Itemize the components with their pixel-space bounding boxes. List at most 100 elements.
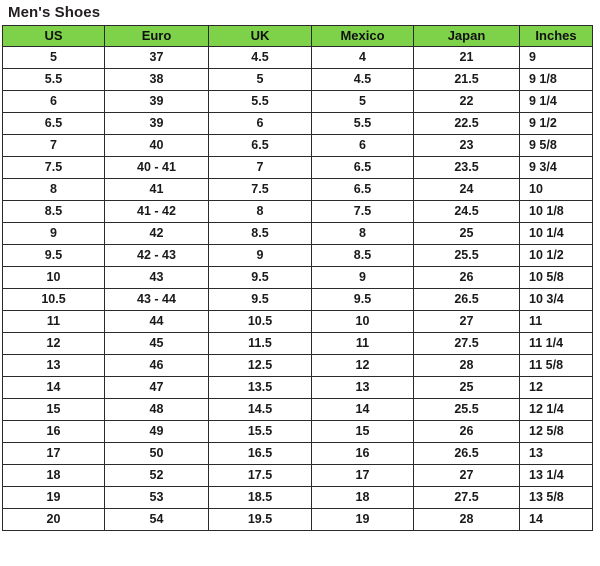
cell-inches: 9 5/8 [519, 134, 593, 157]
cell-inches: 10 5/8 [519, 266, 593, 289]
table-row: 8 41 7.5 6.5 24 10 [2, 178, 593, 201]
cell-inches: 9 1/8 [519, 68, 593, 91]
cell-japan: 28 [413, 354, 520, 377]
table-row: 6.5 39 6 5.5 22.5 9 1/2 [2, 112, 593, 135]
table-row: 10.5 43 - 44 9.5 9.5 26.5 10 3/4 [2, 288, 593, 311]
cell-uk: 13.5 [208, 376, 312, 399]
cell-euro: 45 [104, 332, 209, 355]
table-row: 7.5 40 - 41 7 6.5 23.5 9 3/4 [2, 156, 593, 179]
cell-euro: 48 [104, 398, 209, 421]
cell-euro: 39 [104, 112, 209, 135]
table-row: 15 48 14.5 14 25.5 12 1/4 [2, 398, 593, 421]
cell-japan: 27 [413, 464, 520, 487]
cell-us: 19 [2, 486, 105, 509]
cell-uk: 18.5 [208, 486, 312, 509]
cell-mexico: 4 [311, 46, 414, 69]
cell-us: 18 [2, 464, 105, 487]
cell-us: 9.5 [2, 244, 105, 267]
cell-mexico: 16 [311, 442, 414, 465]
cell-inches: 9 [519, 46, 593, 69]
cell-inches: 12 [519, 376, 593, 399]
column-header-euro: Euro [104, 25, 209, 47]
column-header-japan: Japan [413, 25, 520, 47]
cell-mexico: 18 [311, 486, 414, 509]
cell-euro: 38 [104, 68, 209, 91]
table-row: 9 42 8.5 8 25 10 1/4 [2, 222, 593, 245]
cell-us: 13 [2, 354, 105, 377]
cell-uk: 10.5 [208, 310, 312, 333]
cell-us: 8 [2, 178, 105, 201]
cell-japan: 26.5 [413, 288, 520, 311]
cell-euro: 43 [104, 266, 209, 289]
cell-us: 7 [2, 134, 105, 157]
cell-us: 5 [2, 46, 105, 69]
cell-euro: 40 - 41 [104, 156, 209, 179]
cell-japan: 22 [413, 90, 520, 113]
cell-japan: 21 [413, 46, 520, 69]
cell-japan: 27.5 [413, 486, 520, 509]
table-row: 19 53 18.5 18 27.5 13 5/8 [2, 486, 593, 509]
table-row: 10 43 9.5 9 26 10 5/8 [2, 266, 593, 289]
table-row: 5 37 4.5 4 21 9 [2, 46, 593, 69]
cell-mexico: 13 [311, 376, 414, 399]
column-header-inches: Inches [519, 25, 593, 47]
cell-uk: 14.5 [208, 398, 312, 421]
cell-us: 6.5 [2, 112, 105, 135]
table-body: 5 37 4.5 4 21 9 5.5 38 5 4.5 21.5 9 1/8 6 39 5.5 5 22 9 1… [2, 46, 593, 531]
cell-mexico: 14 [311, 398, 414, 421]
cell-euro: 42 [104, 222, 209, 245]
cell-mexico: 7.5 [311, 200, 414, 223]
cell-japan: 24.5 [413, 200, 520, 223]
cell-mexico: 9 [311, 266, 414, 289]
column-header-mexico: Mexico [311, 25, 414, 47]
cell-japan: 28 [413, 508, 520, 531]
cell-us: 14 [2, 376, 105, 399]
cell-japan: 27.5 [413, 332, 520, 355]
cell-japan: 26.5 [413, 442, 520, 465]
cell-us: 7.5 [2, 156, 105, 179]
cell-uk: 5 [208, 68, 312, 91]
cell-japan: 25 [413, 376, 520, 399]
table-row: 9.5 42 - 43 9 8.5 25.5 10 1/2 [2, 244, 593, 267]
cell-inches: 9 1/4 [519, 90, 593, 113]
cell-uk: 12.5 [208, 354, 312, 377]
cell-euro: 42 - 43 [104, 244, 209, 267]
cell-inches: 11 [519, 310, 593, 333]
table-row: 7 40 6.5 6 23 9 5/8 [2, 134, 593, 157]
cell-euro: 53 [104, 486, 209, 509]
table-header: US Euro UK Mexico Japan Inches [2, 25, 593, 47]
cell-inches: 10 3/4 [519, 288, 593, 311]
table-row: 11 44 10.5 10 27 11 [2, 310, 593, 333]
cell-euro: 41 [104, 178, 209, 201]
table-row: 5.5 38 5 4.5 21.5 9 1/8 [2, 68, 593, 91]
cell-euro: 37 [104, 46, 209, 69]
cell-uk: 11.5 [208, 332, 312, 355]
cell-inches: 10 1/8 [519, 200, 593, 223]
cell-euro: 50 [104, 442, 209, 465]
cell-uk: 16.5 [208, 442, 312, 465]
cell-inches: 10 [519, 178, 593, 201]
page-title: Men's Shoes [8, 4, 101, 21]
cell-inches: 13 1/4 [519, 464, 593, 487]
table-row: 18 52 17.5 17 27 13 1/4 [2, 464, 593, 487]
size-table-container: US Euro UK Mexico Japan Inches 5 37 4.5 4 21… [2, 25, 593, 531]
cell-euro: 41 - 42 [104, 200, 209, 223]
cell-euro: 49 [104, 420, 209, 443]
cell-us: 8.5 [2, 200, 105, 223]
table-row: 20 54 19.5 19 28 14 [2, 508, 593, 531]
cell-uk: 9 [208, 244, 312, 267]
cell-japan: 27 [413, 310, 520, 333]
cell-uk: 9.5 [208, 288, 312, 311]
cell-inches: 11 1/4 [519, 332, 593, 355]
cell-inches: 10 1/4 [519, 222, 593, 245]
table-row: 12 45 11.5 11 27.5 11 1/4 [2, 332, 593, 355]
cell-euro: 54 [104, 508, 209, 531]
cell-japan: 26 [413, 420, 520, 443]
mens-shoe-size-table: US Euro UK Mexico Japan Inches 5 37 4.5 4 21… [2, 25, 593, 531]
table-header-row: US Euro UK Mexico Japan Inches [2, 25, 593, 47]
cell-inches: 12 5/8 [519, 420, 593, 443]
cell-us: 12 [2, 332, 105, 355]
cell-inches: 9 1/2 [519, 112, 593, 135]
cell-inches: 13 [519, 442, 593, 465]
cell-uk: 6.5 [208, 134, 312, 157]
